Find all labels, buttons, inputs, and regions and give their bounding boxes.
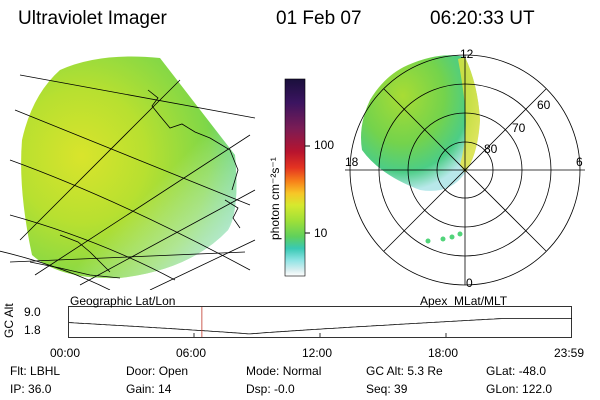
polar-plot	[345, 54, 585, 286]
time-label: 06:20:33 UT	[430, 8, 535, 29]
mode-info: Mode: Normal	[246, 364, 322, 378]
orbit-ymax: 9.0	[24, 305, 41, 319]
orbit-ticks	[193, 333, 447, 337]
mode-value: Normal	[282, 364, 322, 378]
gain-info: Gain: 14	[126, 382, 172, 396]
colorbar-tick-10: 10	[314, 226, 328, 240]
geographic-image	[0, 56, 256, 290]
mlt-label-12: 12	[460, 47, 474, 61]
ip-value: 36.0	[28, 382, 52, 396]
gain-value: 14	[158, 382, 172, 396]
orbit-plot	[68, 306, 572, 338]
lat-label-70: 70	[512, 121, 526, 135]
mlt-label-18: 18	[345, 155, 359, 169]
seq-info: Seq: 39	[366, 382, 408, 396]
filter-value: LBHL	[30, 364, 61, 378]
dsp-info: Dsp: -0.0	[246, 382, 295, 396]
orbit-ymin: 1.8	[24, 323, 41, 337]
mlt-label-6: 6	[576, 155, 583, 169]
instrument-title: Ultraviolet Imager	[18, 8, 167, 29]
polar-emission	[361, 55, 480, 191]
glon-info: GLon: 122.0	[486, 382, 553, 396]
dsp-value: -0.0	[274, 382, 295, 396]
mlt-label-0: 0	[466, 276, 473, 290]
ip-info: IP: 36.0	[10, 382, 52, 396]
polar-grid	[345, 54, 585, 286]
glat-info: GLat: -48.0	[486, 364, 547, 378]
glat-value: -48.0	[518, 364, 547, 378]
gcalt-info: GC Alt: 5.3 Re	[366, 364, 443, 378]
date-label: 01 Feb 07	[276, 8, 362, 29]
filter-info: Flt: LBHL	[10, 364, 61, 378]
orbit-altitude-curve	[68, 318, 572, 335]
polar-spots	[425, 231, 463, 244]
door-info: Door: Open	[126, 364, 189, 378]
orbit-xtick-2: 12:00	[302, 346, 333, 360]
orbit-xtick-4: 23:59	[554, 346, 585, 360]
orbit-ylabel: GC Alt	[2, 303, 16, 338]
geo-grid-lines	[0, 74, 256, 290]
geo-panel-label: Geographic Lat/Lon	[70, 294, 176, 308]
lat-label-60: 60	[537, 98, 551, 112]
gcalt-value: 5.3 Re	[407, 364, 443, 378]
polar-panel-label: Apex MLat/MLT	[420, 294, 508, 308]
door-value: Open	[158, 364, 189, 378]
orbit-xtick-0: 00:00	[50, 346, 81, 360]
colorbar-label: photon cm⁻²s⁻¹	[268, 157, 282, 240]
colorbar	[284, 78, 310, 277]
lat-label-80: 80	[484, 142, 498, 156]
glon-value: 122.0	[522, 382, 553, 396]
colorbar-tick-100: 100	[314, 138, 335, 152]
orbit-xtick-1: 06:00	[176, 346, 207, 360]
coastlines	[29, 89, 241, 279]
seq-value: 39	[394, 382, 408, 396]
orbit-xtick-3: 18:00	[428, 346, 459, 360]
